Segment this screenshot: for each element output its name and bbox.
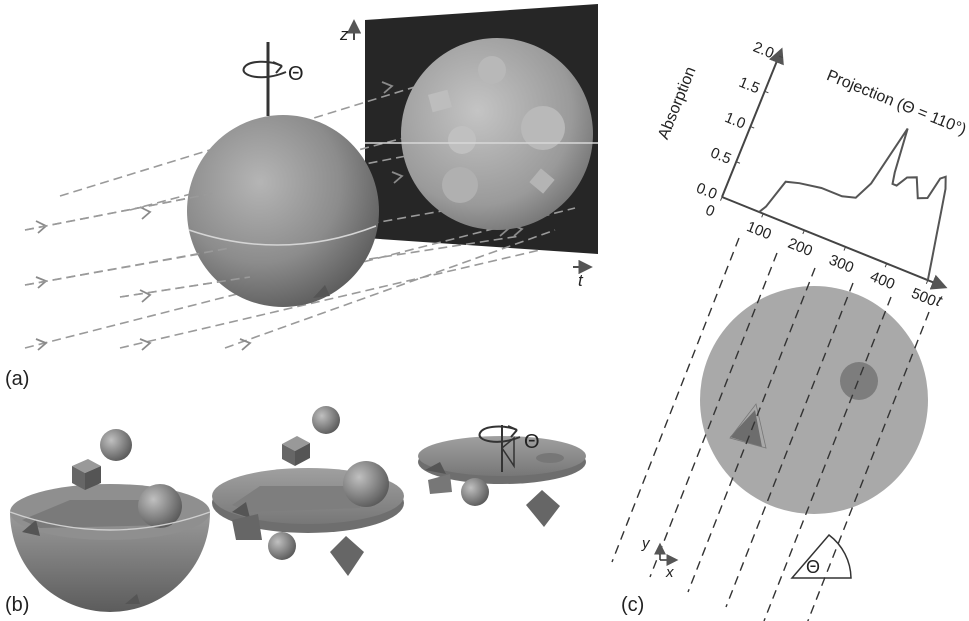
- half-sphere-bowl: [9, 484, 211, 612]
- x-tick-label: 0: [703, 202, 717, 221]
- x-tick-label: 400: [868, 268, 898, 293]
- chart-title: Projection (Θ = 110°): [824, 67, 968, 139]
- angle-label: Θ: [806, 557, 820, 577]
- chart-y-axis: [721, 47, 784, 198]
- x-tick-label: 200: [785, 235, 815, 260]
- x-tick: [843, 246, 846, 251]
- rotation-angle-label: Θ: [288, 63, 304, 85]
- panel-label-b: (b): [5, 594, 30, 616]
- y-tick-label: 1.0: [722, 109, 748, 133]
- xy-coordinate-axes: [654, 542, 679, 566]
- x-tick: [720, 196, 723, 201]
- y-tick: [721, 196, 726, 199]
- panel-label-a: (a): [5, 368, 30, 390]
- y-tick-label: 2.0: [751, 39, 777, 63]
- y-tick-label: 0.5: [708, 144, 734, 168]
- x-tick: [884, 263, 888, 268]
- rotation-axis: [242, 42, 287, 116]
- coord-y-label: y: [641, 535, 651, 552]
- y-tick: [778, 55, 783, 59]
- angle-indicator: [790, 533, 852, 579]
- y-tick: [750, 126, 755, 129]
- y-tick: [736, 161, 741, 164]
- x-tick-label: 100: [744, 218, 774, 243]
- y-tick-label: 1.5: [736, 74, 762, 98]
- coord-x-label: x: [665, 564, 674, 581]
- sample-sphere: [187, 115, 379, 307]
- panel-a: Θ z t: [24, 4, 598, 351]
- flat-slice-disc: [418, 425, 586, 527]
- chart-x-label: t: [934, 293, 945, 311]
- flattened-disc: [212, 406, 404, 576]
- detector-axis-t-label: t: [578, 271, 584, 290]
- detector-axes: [346, 19, 593, 275]
- projection-image: [365, 38, 598, 230]
- phantom-cross-section: [700, 286, 928, 514]
- x-tick: [802, 230, 805, 235]
- panel-label-c: (c): [621, 594, 645, 616]
- projection-curve: [758, 128, 947, 281]
- x-tick-label: 300: [826, 251, 856, 276]
- floating-sphere: [100, 429, 132, 461]
- x-tick: [761, 213, 764, 218]
- x-ray-beams-front: [24, 192, 251, 298]
- chart-y-label: Absorption: [655, 65, 699, 142]
- panel-b: Θ: [9, 406, 586, 612]
- floating-cube: [72, 459, 101, 490]
- chart-x-axis: [721, 196, 948, 290]
- rotation-angle-label-b: Θ: [524, 431, 540, 453]
- detector-axis-z-label: z: [339, 25, 349, 44]
- projection-rays: [611, 237, 930, 621]
- y-tick: [764, 90, 769, 94]
- x-tick: [925, 279, 929, 285]
- y-tick-label: 0.0: [694, 180, 720, 204]
